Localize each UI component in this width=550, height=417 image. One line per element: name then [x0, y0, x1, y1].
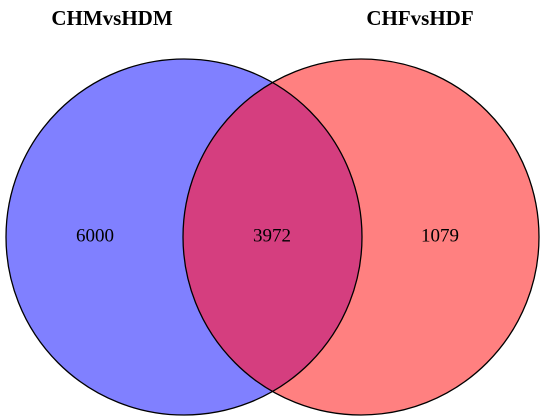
set-outline — [182, 58, 540, 416]
set-title: CHMvsHDM — [51, 6, 172, 30]
overlap-region — [183, 59, 362, 415]
set-title: CHFvsHDF — [366, 6, 473, 30]
region-count: 6000 — [76, 225, 114, 246]
region-count: 1079 — [421, 225, 459, 246]
set-outline — [5, 58, 363, 416]
region-count: 3972 — [253, 225, 291, 246]
